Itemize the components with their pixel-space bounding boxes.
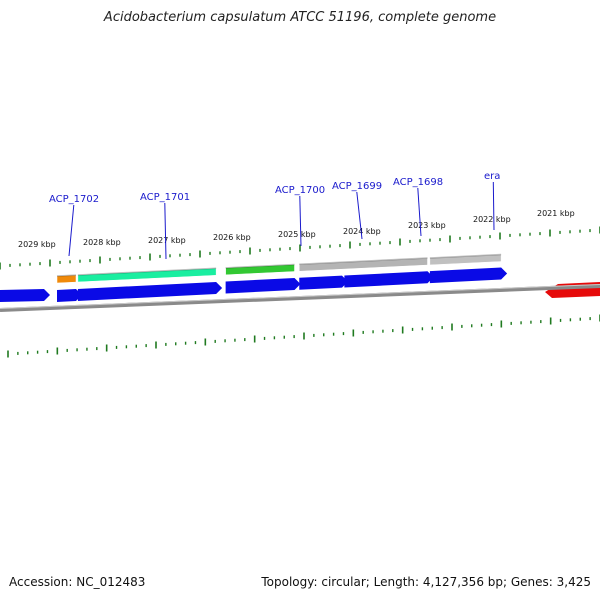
gene-label-3: ACP_1699 [332,181,382,192]
gene-leader-3 [356,191,363,240]
gene-leader-2 [299,195,302,247]
gene-shade-4 [429,253,502,259]
gene-block-1 [77,268,217,283]
gene-leader-1 [164,202,167,260]
gene-block-4 [429,254,502,266]
gene-shade-1 [77,267,217,276]
inner-scale-ticks [7,314,600,358]
scale-label-2: 2027 kbp [148,236,186,245]
gene-label-5: era [484,171,500,182]
scale-label-6: 2023 kbp [408,221,446,230]
scale-label-8: 2021 kbp [537,209,575,218]
gene-block-3 [299,257,428,272]
scale-label-7: 2022 kbp [473,215,511,224]
backbone-line [0,284,600,312]
feature-tracks [0,253,600,302]
map-title: Acidobacterium capsulatum ATCC 51196, co… [103,10,497,25]
scale-label-5: 2024 kbp [343,227,381,236]
cds-arrow-7 [225,278,301,294]
labels: 2029 kbp 2028 kbp 2027 kbp 2026 kbp 2025 kbp… [18,171,575,260]
gene-label-0: ACP_1702 [49,194,99,205]
gene-leader-5 [492,181,495,231]
outer-scale-ticks [0,226,600,270]
cds-arrow-5 [57,289,82,302]
cds-arrow-6 [77,281,223,301]
gene-label-4: ACP_1698 [393,177,443,188]
gene-block-2 [225,264,295,276]
gene-shade-2 [225,263,295,269]
gene-shade-3 [299,257,428,266]
cds-arrow-8 [299,275,348,290]
gene-leader-0 [68,204,75,257]
cds-arrow-10 [429,267,508,284]
scale-label-4: 2025 kbp [278,230,316,239]
scale-label-0: 2029 kbp [18,240,56,249]
cds-arrow-9 [344,271,434,288]
genome-backbone [0,284,600,312]
scale-label-3: 2026 kbp [213,233,251,242]
cds-arrow-left-partial [0,289,50,302]
accession-text: Accession: NC_012483 [9,575,146,589]
gene-block-0 [56,274,77,284]
backbone-highlight [0,284,600,309]
gene-label-2: ACP_1700 [275,185,325,196]
topology-text: Topology: circular; Length: 4,127,356 bp… [261,575,591,589]
scale-label-1: 2028 kbp [83,238,121,247]
gene-shade-0 [56,274,77,277]
gene-leader-4 [417,187,422,237]
gene-label-1: ACP_1701 [140,192,190,203]
